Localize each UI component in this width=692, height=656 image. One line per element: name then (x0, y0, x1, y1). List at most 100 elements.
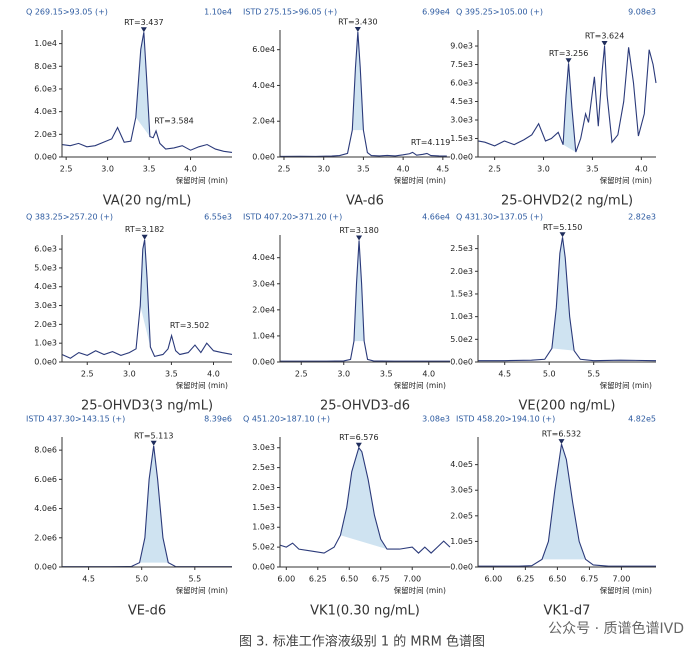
y-tick-label: 0.0e0 (34, 153, 57, 162)
peak-label: RT=3.256 (549, 49, 588, 58)
y-tick-label: 0.0e0 (34, 563, 57, 572)
header-left: Q 451.20>187.10 (+) (243, 415, 330, 424)
x-tick-label: 7.00 (613, 575, 631, 584)
header-left: ISTD 437.30>143.15 (+) (26, 415, 125, 424)
y-tick-label: 3.0e3 (34, 301, 57, 310)
x-tick-label: 6.00 (484, 575, 502, 584)
peak-marker (354, 26, 361, 32)
y-tick-label: 1.0e3 (252, 523, 275, 532)
integrated-area (542, 444, 586, 560)
y-tick-label: 4.0e4 (252, 253, 275, 262)
header-right: 6.99e4 (422, 8, 450, 17)
y-tick-label: 1.0e5 (450, 537, 473, 546)
x-tick-label: 4.0 (422, 370, 435, 379)
y-tick-label: 5.0e2 (252, 543, 275, 552)
x-tick-label: 4.0 (635, 165, 648, 174)
y-tick-label: 3.0e4 (252, 279, 275, 288)
integrated-area (139, 445, 169, 563)
x-tick-label: 4.0 (397, 165, 410, 174)
peak-label: RT=3.437 (124, 18, 163, 27)
y-tick-label: 2.0e6 (34, 533, 57, 542)
y-tick-label: 1.5e3 (252, 503, 275, 512)
y-tick-label: 2.0e3 (34, 130, 57, 139)
x-tick-label: 3.0 (337, 370, 350, 379)
x-tick-label: 2.5 (60, 165, 73, 174)
y-tick-label: 2.0e4 (252, 117, 275, 126)
peak-label: RT=3.624 (585, 32, 624, 41)
x-axis-label: 保留时间 (min) (394, 585, 446, 595)
peak-label: RT=4.119 (411, 138, 450, 147)
x-tick-label: 4.5 (82, 575, 95, 584)
y-tick-label: 2.0e4 (252, 305, 275, 314)
x-tick-label: 5.5 (188, 575, 201, 584)
y-tick-label: 3.0e3 (450, 116, 473, 125)
x-tick-label: 3.0 (101, 165, 114, 174)
header-left: ISTD 275.15>96.05 (+) (243, 8, 337, 17)
peak-label: RT=6.576 (339, 433, 378, 442)
x-axis-label: 保留时间 (min) (394, 175, 446, 185)
integrated-area (563, 63, 576, 153)
y-tick-label: 3.0e5 (450, 486, 473, 495)
integrated-area (135, 32, 150, 137)
x-axis-label: 保留时间 (min) (176, 175, 228, 185)
x-axis-label: 保留时间 (min) (394, 380, 446, 390)
y-tick-label: 0.0e0 (252, 563, 275, 572)
peak-marker (559, 232, 566, 238)
x-tick-label: 4.0 (184, 165, 197, 174)
x-axis-label: 保留时间 (min) (600, 380, 652, 390)
panel: ISTD 407.20>371.20 (+) 4.66e4 0.0e0 1.0e4 2.… (243, 213, 450, 414)
y-tick-label: 4.5e3 (450, 97, 473, 106)
header-right: 4.66e4 (422, 213, 450, 222)
y-tick-label: 2.0e3 (450, 267, 473, 276)
y-tick-label: 8.0e3 (34, 62, 57, 71)
y-tick-label: 1.5e3 (450, 289, 473, 298)
y-tick-label: 5.0e3 (34, 263, 57, 272)
y-tick-label: 4.0e3 (34, 282, 57, 291)
peak-marker (558, 439, 565, 445)
x-tick-label: 3.5 (357, 165, 370, 174)
y-tick-label: 7.5e3 (450, 60, 473, 69)
x-tick-label: 6.75 (581, 575, 599, 584)
x-tick-label: 3.5 (380, 370, 393, 379)
x-tick-label: 5.0 (543, 370, 556, 379)
x-axis-label: 保留时间 (min) (176, 585, 228, 595)
y-tick-label: 8.0e6 (34, 446, 57, 455)
x-tick-label: 6.50 (548, 575, 566, 584)
panel: Q 395.25>105.00 (+) 9.08e3 0.0e0 1.5e3 3.0e3… (450, 8, 657, 209)
integrated-area (352, 31, 364, 131)
header-right: 1.10e4 (204, 8, 232, 17)
panel: ISTD 458.20>194.10 (+) 4.82e5 0.0e0 1.0e5 2.… (450, 415, 656, 619)
integrated-area (140, 239, 151, 347)
y-tick-label: 6.0e3 (450, 79, 473, 88)
panel-title: VK1(0.30 ng/mL) (310, 604, 420, 619)
integrated-area (340, 447, 388, 550)
panel: ISTD 437.30>143.15 (+) 8.39e6 0.0e0 2.0e6 4.… (26, 415, 232, 619)
x-tick-label: 4.5 (436, 165, 449, 174)
x-tick-label: 3.0 (317, 165, 330, 174)
x-tick-label: 3.5 (586, 165, 599, 174)
x-axis-label: 保留时间 (min) (176, 380, 228, 390)
panel: Q 269.15>93.05 (+) 1.10e4 0.0e0 2.0e3 4.0e3 6… (26, 8, 233, 209)
chromatogram-trace (280, 240, 450, 362)
x-tick-label: 3.0 (537, 165, 550, 174)
header-right: 9.08e3 (628, 8, 656, 17)
y-tick-label: 0.0e0 (450, 358, 473, 367)
chromatogram-trace (477, 45, 657, 153)
panel: ISTD 275.15>96.05 (+) 6.99e4 0.0e0 2.0e4 4.0… (243, 8, 450, 209)
peak-label: RT=3.180 (339, 226, 378, 235)
header-right: 8.39e6 (204, 415, 232, 424)
y-tick-label: 3.0e3 (252, 443, 275, 452)
x-tick-label: 2.5 (81, 370, 94, 379)
y-tick-label: 1.0e4 (34, 39, 57, 48)
chromatogram-trace (478, 443, 656, 567)
header-left: ISTD 458.20>194.10 (+) (456, 415, 555, 424)
panel: Q 451.20>187.10 (+) 3.08e3 0.0e0 5.0e2 1.0e3… (243, 415, 451, 619)
peak-label: RT=3.502 (170, 321, 209, 330)
x-tick-label: 3.5 (165, 370, 178, 379)
y-tick-label: 4.0e4 (252, 81, 275, 90)
x-axis-label: 保留时间 (min) (600, 585, 652, 595)
panel-title: 25-OHVD2(2 ng/mL) (501, 194, 633, 209)
panel-title: VA-d6 (346, 194, 384, 209)
y-tick-label: 6.0e3 (34, 245, 57, 254)
y-tick-label: 9.0e3 (450, 42, 473, 51)
